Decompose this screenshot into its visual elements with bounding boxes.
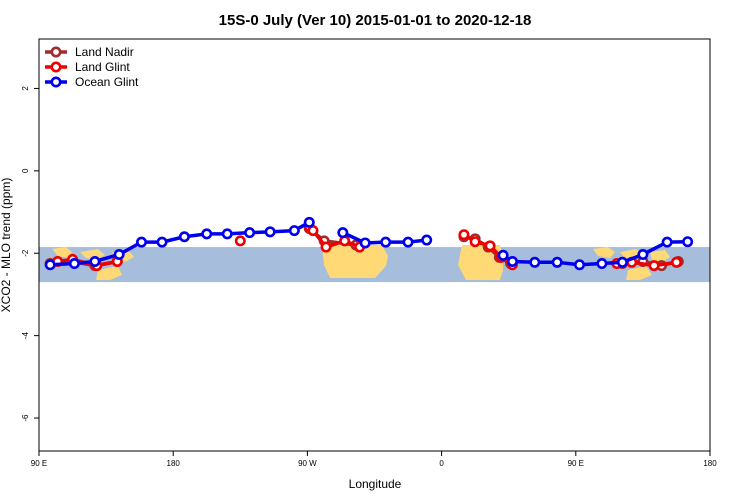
data-point-ocean-glint — [506, 255, 518, 267]
land-south-america — [322, 245, 388, 278]
x-tick-label: 0 — [439, 459, 444, 468]
data-point-ocean-glint — [551, 256, 563, 268]
chart-title: 15S-0 July (Ver 10) 2015-01-01 to 2020-1… — [219, 12, 532, 29]
y-tick-label: 2 — [21, 86, 30, 91]
data-point-ocean-glint — [178, 231, 190, 243]
data-point-ocean-glint — [421, 234, 433, 246]
data-point-ocean-glint — [497, 249, 509, 261]
y-tick-label: -6 — [21, 414, 30, 422]
data-point-land-glint — [458, 229, 470, 241]
legend-marker-land-nadir — [50, 46, 62, 58]
land-indonesia-east — [80, 249, 105, 260]
y-axis: 2 0 -2 -4 -6 — [21, 86, 39, 422]
legend-marker-ocean-glint — [50, 76, 62, 88]
land-new-guinea-2 — [650, 250, 670, 262]
data-point-ocean-glint — [303, 216, 315, 228]
x-axis-label: Longitude — [349, 477, 402, 491]
land-australia-2 — [626, 266, 652, 280]
x-tick-label: 90 W — [298, 459, 317, 468]
data-point-ocean-glint — [44, 259, 56, 271]
legend-label-land-glint: Land Glint — [75, 60, 130, 74]
data-point-ocean-glint — [68, 258, 80, 270]
data-point-ocean-glint — [221, 228, 233, 240]
data-point-ocean-glint — [637, 248, 649, 260]
data-point-ocean-glint — [264, 226, 276, 238]
land-masses — [52, 245, 670, 280]
data-point-ocean-glint — [529, 256, 541, 268]
legend-label-land-nadir: Land Nadir — [75, 45, 134, 59]
data-point-ocean-glint — [89, 255, 101, 267]
legend-marker-land-glint — [50, 61, 62, 73]
land-indonesia-west — [52, 247, 72, 258]
data-point-ocean-glint — [288, 225, 300, 237]
series-line-ocean-glint — [502, 239, 688, 267]
data-point-ocean-glint — [616, 256, 628, 268]
data-point-ocean-glint — [682, 236, 694, 248]
land-africa — [458, 245, 503, 280]
data-point-ocean-glint — [661, 236, 673, 248]
data-point-ocean-glint — [136, 236, 148, 248]
y-tick-label: -4 — [21, 332, 30, 340]
data-point-ocean-glint — [337, 227, 349, 239]
data-point-ocean-glint — [244, 227, 256, 239]
data-point-ocean-glint — [156, 236, 168, 248]
data-point-ocean-glint — [596, 258, 608, 270]
land-australia — [96, 266, 122, 280]
land-indonesia-west-2 — [593, 247, 615, 258]
data-point-land-glint — [234, 235, 246, 247]
data-point-land-glint — [648, 260, 660, 272]
data-point-ocean-glint — [574, 259, 586, 271]
data-point-land-glint — [320, 241, 332, 253]
y-tick-label: -2 — [21, 249, 30, 257]
data-point-ocean-glint — [380, 236, 392, 248]
data-point-ocean-glint — [201, 228, 213, 240]
plot-area-border — [38, 38, 711, 452]
series-layer — [44, 216, 694, 272]
x-tick-label: 90 E — [568, 459, 584, 468]
x-tick-label: 180 — [167, 459, 181, 468]
x-tick-label: 180 — [703, 459, 717, 468]
data-point-land-glint — [469, 236, 481, 248]
x-tick-label: 90 E — [31, 459, 47, 468]
data-point-ocean-glint — [359, 237, 371, 249]
legend-label-ocean-glint: Ocean Glint — [75, 75, 139, 89]
data-point-land-glint — [484, 240, 496, 252]
y-axis-label: XCO2 - MLO trend (ppm) — [0, 178, 13, 313]
data-point-ocean-glint — [402, 236, 414, 248]
y-tick-label: 0 — [21, 168, 30, 173]
x-axis: 90 E 180 90 W 0 90 E 180 — [31, 451, 717, 468]
series-ocean-glint — [44, 216, 694, 271]
data-point-land-glint — [670, 256, 682, 268]
data-point-ocean-glint — [113, 248, 125, 260]
